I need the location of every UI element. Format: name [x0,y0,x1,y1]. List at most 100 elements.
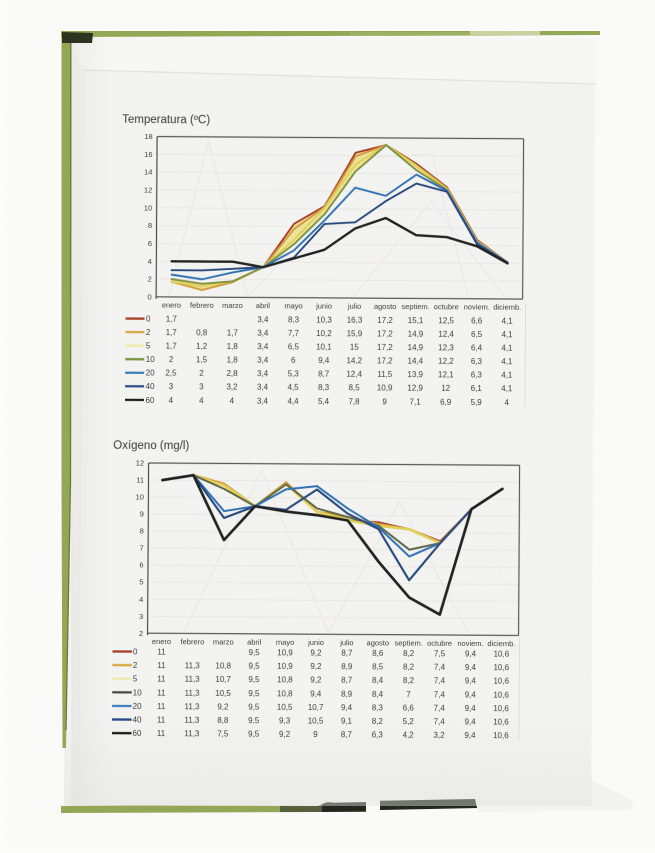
svg-text:marzo: marzo [213,637,234,646]
svg-text:junio: junio [307,638,324,647]
svg-text:3,2: 3,2 [226,383,238,392]
svg-text:2: 2 [139,629,143,638]
svg-text:enero: enero [162,301,181,310]
svg-text:15,1: 15,1 [408,316,424,325]
svg-text:17,2: 17,2 [377,356,393,365]
svg-text:5,3: 5,3 [288,370,300,379]
svg-text:6,1: 6,1 [471,384,483,393]
svg-text:diciemb.: diciemb. [487,639,515,648]
svg-text:12,1: 12,1 [438,370,454,379]
svg-text:4,1: 4,1 [501,357,513,366]
svg-text:8,5: 8,5 [348,383,360,392]
svg-text:16,3: 16,3 [347,316,363,325]
svg-text:8,2: 8,2 [372,717,384,726]
svg-text:12,2: 12,2 [438,357,454,366]
svg-text:14: 14 [144,168,152,177]
svg-text:11,3: 11,3 [184,716,200,725]
svg-text:14,9: 14,9 [408,330,424,339]
svg-text:10: 10 [136,493,144,502]
svg-text:9,2: 9,2 [310,662,322,671]
svg-text:octubre: octubre [427,639,452,648]
svg-text:abril: abril [247,638,262,647]
svg-text:8: 8 [139,527,143,536]
svg-text:9,4: 9,4 [464,717,476,726]
svg-text:11: 11 [157,702,166,711]
svg-text:1,7: 1,7 [166,315,178,324]
svg-text:9,5: 9,5 [248,730,260,739]
svg-text:20: 20 [133,702,143,711]
svg-text:9,5: 9,5 [248,689,260,698]
svg-text:11: 11 [157,729,166,738]
svg-text:3: 3 [139,612,143,621]
svg-text:3: 3 [169,382,174,391]
svg-text:9,4: 9,4 [465,690,477,699]
svg-text:9,2: 9,2 [217,702,229,711]
svg-text:4: 4 [199,396,204,405]
svg-text:9,5: 9,5 [249,648,261,657]
svg-text:3,4: 3,4 [257,383,269,392]
svg-text:7,4: 7,4 [434,690,446,699]
svg-text:junio: junio [315,302,332,311]
svg-text:8,2: 8,2 [403,663,415,672]
svg-text:septiem.: septiem. [395,638,423,647]
svg-text:10,9: 10,9 [277,648,293,657]
svg-text:9: 9 [313,730,318,739]
svg-text:14,4: 14,4 [408,357,424,366]
svg-text:13,9: 13,9 [407,370,423,379]
svg-text:0,8: 0,8 [196,328,208,337]
svg-text:7,1: 7,1 [410,397,422,406]
svg-text:11: 11 [157,661,166,670]
svg-text:2: 2 [199,369,204,378]
svg-text:10,8: 10,8 [277,689,293,698]
svg-text:9,4: 9,4 [465,663,477,672]
svg-text:1,8: 1,8 [227,356,239,365]
svg-text:9,2: 9,2 [310,676,322,685]
svg-text:17,2: 17,2 [377,316,393,325]
svg-text:11: 11 [157,688,166,697]
svg-text:marzo: marzo [222,301,243,310]
svg-text:10,6: 10,6 [493,718,509,727]
svg-text:9,4: 9,4 [464,731,476,740]
svg-text:1,5: 1,5 [196,355,208,364]
svg-text:8,9: 8,9 [341,689,353,698]
svg-text:9,1: 9,1 [341,717,353,726]
svg-text:5,2: 5,2 [403,717,415,726]
svg-text:11,3: 11,3 [185,675,201,684]
svg-text:2,8: 2,8 [226,369,238,378]
svg-text:agosto: agosto [374,302,397,311]
svg-text:10,9: 10,9 [277,662,293,671]
svg-text:1,7: 1,7 [166,328,178,337]
svg-text:3,4: 3,4 [257,342,269,351]
svg-text:abril: abril [256,301,271,310]
svg-text:6,3: 6,3 [471,371,483,380]
svg-text:60: 60 [132,729,142,738]
svg-text:6,9: 6,9 [440,398,452,407]
svg-text:3,4: 3,4 [257,369,269,378]
svg-text:10,2: 10,2 [316,329,332,338]
svg-text:0: 0 [147,292,151,301]
svg-text:4,1: 4,1 [501,344,513,353]
svg-text:6: 6 [148,239,152,248]
svg-text:9,4: 9,4 [318,356,330,365]
svg-text:12: 12 [136,459,144,468]
svg-text:10: 10 [144,203,152,212]
svg-text:8,7: 8,7 [318,370,330,379]
svg-text:3,4: 3,4 [257,356,269,365]
svg-text:7,4: 7,4 [434,717,446,726]
svg-text:6,5: 6,5 [471,330,483,339]
svg-text:7,7: 7,7 [288,329,300,338]
svg-text:10,5: 10,5 [215,689,231,698]
svg-text:febrero: febrero [190,301,214,310]
svg-text:Temperatura (ºC): Temperatura (ºC) [122,114,210,127]
svg-text:16: 16 [144,150,152,159]
svg-text:julio: julio [339,638,353,647]
svg-text:11: 11 [157,716,166,725]
svg-text:septiem.: septiem. [401,302,429,311]
svg-text:1,7: 1,7 [227,329,239,338]
svg-text:8: 8 [148,221,152,230]
svg-text:20: 20 [146,369,156,378]
svg-text:8,3: 8,3 [288,315,300,324]
svg-text:7: 7 [139,544,143,553]
svg-text:9,5: 9,5 [248,662,260,671]
svg-text:6,5: 6,5 [288,342,300,351]
